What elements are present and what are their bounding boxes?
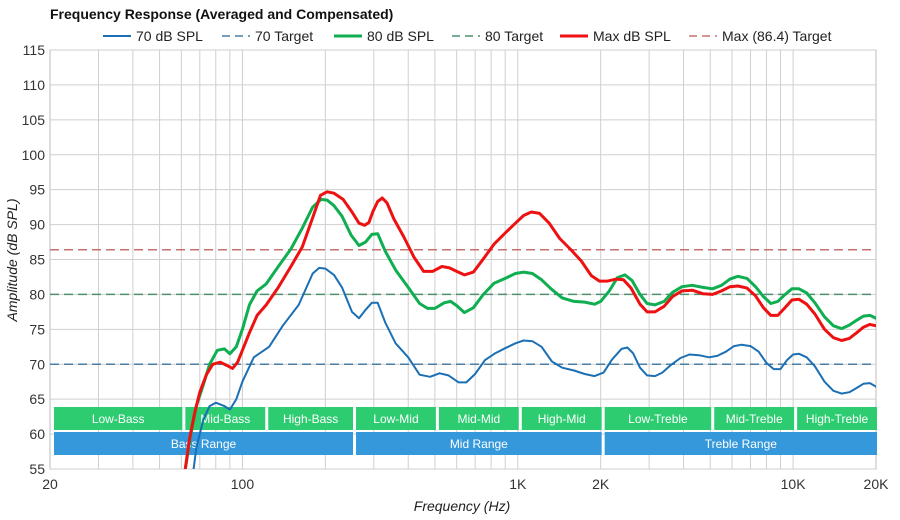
band-mid-bass: Mid-Bass — [185, 407, 266, 430]
band-mid-mid: Mid-Mid — [438, 407, 519, 430]
legend-item: Max (86.4) Target — [689, 28, 832, 44]
x-axis-label: Frequency (Hz) — [414, 498, 510, 514]
grid — [49, 49, 877, 470]
band-label: Mid-Mid — [458, 412, 501, 426]
series-70-db-spl — [192, 266, 876, 469]
axis-ticks: 55 60 65 70 75 80 85 90 95 100 105 110 115 20 100 1K 2K 1… — [22, 42, 889, 492]
legend-label: 70 Target — [255, 28, 313, 44]
band-rect — [356, 407, 436, 430]
band-bass-range: Bass Range — [54, 432, 354, 455]
band-label: Treble Range — [705, 437, 778, 451]
band-low-bass: Low-Bass — [54, 407, 183, 430]
series-max-db-spl — [183, 190, 876, 469]
legend-label: 80 Target — [485, 28, 543, 44]
y-tick-label: 100 — [22, 147, 46, 163]
band-label: Low-Treble — [628, 412, 688, 426]
band-rect — [54, 432, 354, 455]
band-treble-range: Treble Range — [604, 432, 877, 455]
x-tick-label: 2K — [592, 476, 610, 492]
series-80-db-spl — [183, 197, 876, 469]
x-tick-label: 1K — [509, 476, 527, 492]
legend-item: 80 dB SPL — [334, 28, 434, 44]
band-low-treble: Low-Treble — [604, 407, 712, 430]
frequency-bands: Low-Bass Mid-Bass High-Bass Low-Mid Mid-Mid H… — [54, 407, 877, 455]
band-rect — [185, 407, 266, 430]
legend-label: 70 dB SPL — [136, 28, 203, 44]
y-tick-label: 90 — [29, 217, 45, 233]
series-lines — [50, 190, 876, 469]
band-rect — [54, 407, 183, 430]
legend-label: Max (86.4) Target — [722, 28, 832, 44]
y-tick-label: 65 — [29, 391, 45, 407]
legend: 70 dB SPL 70 Target 80 dB SPL 80 Target Max … — [103, 28, 832, 44]
chart-title: Frequency Response (Averaged and Compens… — [50, 6, 393, 22]
y-tick-label: 80 — [29, 286, 45, 302]
band-rect — [604, 432, 877, 455]
band-label: Low-Mid — [373, 412, 418, 426]
band-low-mid: Low-Mid — [356, 407, 436, 430]
x-tick-label: 100 — [231, 476, 255, 492]
legend-item: 80 Target — [452, 28, 543, 44]
band-mid-treble: Mid-Treble — [714, 407, 795, 430]
band-rect — [521, 407, 602, 430]
y-tick-label: 115 — [23, 42, 46, 58]
legend-item: 70 Target — [222, 28, 313, 44]
band-rect — [714, 407, 795, 430]
band-label: Mid-Bass — [200, 412, 250, 426]
band-rect — [438, 407, 519, 430]
band-label: High-Mid — [538, 412, 586, 426]
band-high-mid: High-Mid — [521, 407, 602, 430]
band-rect — [797, 407, 877, 430]
legend-label: Max dB SPL — [593, 28, 671, 44]
y-tick-label: 55 — [29, 461, 45, 477]
band-rect — [604, 407, 712, 430]
band-label: High-Bass — [283, 412, 338, 426]
y-tick-label: 75 — [29, 321, 45, 337]
legend-label: 80 dB SPL — [367, 28, 434, 44]
band-rect — [268, 407, 354, 430]
y-tick-label: 105 — [22, 112, 46, 128]
x-tick-label: 20 — [42, 476, 58, 492]
band-label: Bass Range — [171, 437, 237, 451]
x-tick-label: 10K — [781, 476, 807, 492]
y-axis-label: Amplitude (dB SPL) — [4, 199, 20, 323]
legend-item: Max dB SPL — [560, 28, 671, 44]
band-label: Low-Bass — [92, 412, 145, 426]
band-high-treble: High-Treble — [797, 407, 877, 430]
band-rect — [356, 432, 602, 455]
band-mid-range: Mid Range — [356, 432, 602, 455]
band-label: Mid Range — [450, 437, 508, 451]
y-tick-label: 70 — [29, 356, 45, 372]
x-tick-label: 20K — [864, 476, 890, 492]
band-high-bass: High-Bass — [268, 407, 354, 430]
y-tick-label: 110 — [23, 77, 46, 93]
y-tick-label: 60 — [29, 426, 45, 442]
legend-item: 70 dB SPL — [103, 28, 203, 44]
band-label: High-Treble — [806, 412, 869, 426]
y-tick-label: 85 — [29, 252, 45, 268]
band-label: Mid-Treble — [726, 412, 783, 426]
y-tick-label: 95 — [29, 182, 45, 198]
